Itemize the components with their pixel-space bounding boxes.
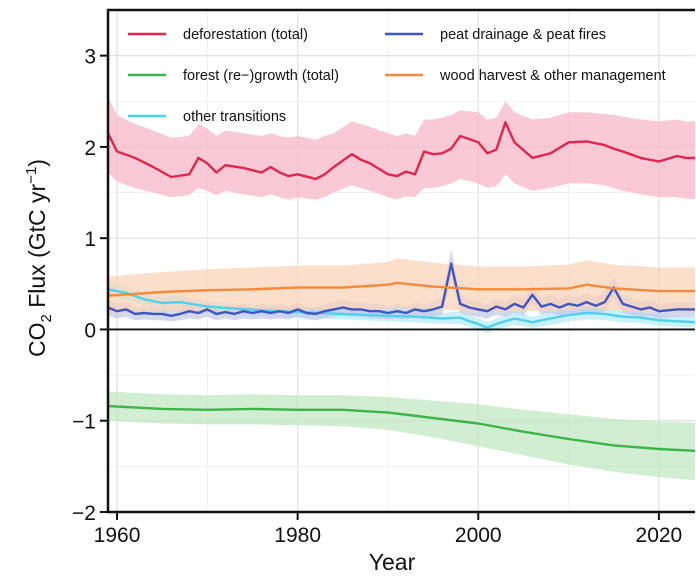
y-title-part: CO <box>24 322 50 357</box>
y-title-part: Flux (GtC yr <box>24 183 50 314</box>
y-title-subscript: 2 <box>38 314 55 322</box>
legend-label: deforestation (total) <box>183 27 308 43</box>
y-title-superscript: −1 <box>23 167 40 184</box>
x-tick-label: 2000 <box>455 524 502 547</box>
series-lines <box>106 121 696 452</box>
band-series-1 <box>108 391 695 481</box>
y-title-part: ) <box>24 159 50 167</box>
axis-frame <box>106 8 695 514</box>
legend-label: wood harvest & other management <box>439 68 666 84</box>
band-series-2 <box>108 282 695 334</box>
x-tick-label: 1980 <box>274 524 321 547</box>
line-series-4 <box>107 281 695 297</box>
line-series-2 <box>107 288 696 329</box>
band-series-0 <box>108 96 695 200</box>
legend: deforestation (total) peat drainage & pea… <box>128 27 666 125</box>
band-series-4 <box>108 258 695 313</box>
y-tick-label: 3 <box>84 46 96 69</box>
y-tick-label: 0 <box>84 319 96 342</box>
y-tick-label: −1 <box>72 411 96 434</box>
plot-frame <box>106 8 695 514</box>
line-series-1 <box>107 404 696 452</box>
x-tick-label: 1960 <box>94 524 141 547</box>
legend-label: peat drainage & peat fires <box>440 27 606 43</box>
y-tick-label: −2 <box>72 502 96 525</box>
x-axis-title: Year <box>369 549 416 575</box>
x-tick-label: 2020 <box>636 524 683 547</box>
legend-label: other transitions <box>183 109 286 125</box>
line-series-3 <box>107 262 695 317</box>
y-axis-title: CO2 Flux (GtC yr−1) <box>23 159 55 357</box>
legend-label: forest (re−)growth (total) <box>183 68 339 84</box>
y-tick-label: 2 <box>84 137 96 160</box>
uncertainty-bands <box>108 96 695 481</box>
line-series-0 <box>106 121 695 181</box>
y-tick-label: 1 <box>84 228 96 251</box>
